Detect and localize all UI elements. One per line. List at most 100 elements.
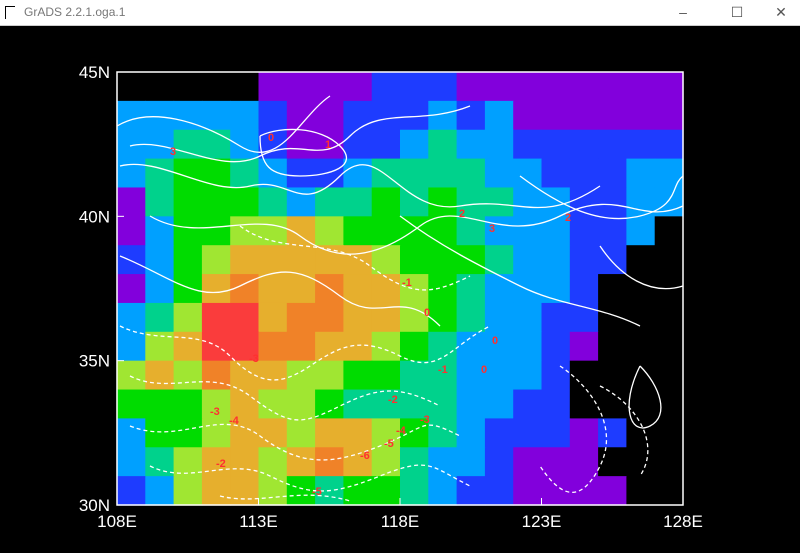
shade-cell	[456, 331, 486, 362]
shade-cell	[371, 100, 401, 131]
shade-cell	[654, 360, 684, 391]
shade-cell	[484, 158, 514, 189]
shade-cell	[117, 100, 146, 131]
shade-cell	[145, 302, 175, 333]
shade-cell	[145, 100, 175, 131]
contour-line-negative	[129, 375, 441, 421]
shade-cell	[513, 72, 543, 102]
shade-cell	[569, 447, 599, 477]
shade-cell	[598, 418, 627, 448]
minimize-button[interactable]: –	[679, 4, 687, 20]
shade-cell	[428, 158, 458, 189]
shade-cell	[343, 100, 373, 131]
shade-cell	[456, 360, 486, 391]
shade-cell	[230, 187, 260, 217]
shade-cell	[428, 245, 458, 275]
contour-line-negative	[129, 423, 461, 461]
shade-cell	[400, 302, 429, 333]
shade-cell	[315, 216, 344, 246]
close-button[interactable]: ✕	[775, 4, 787, 20]
shade-cell	[201, 72, 231, 102]
shade-cell	[513, 447, 543, 477]
shade-cell	[598, 302, 627, 333]
contour-line	[519, 175, 684, 220]
shade-cell	[598, 129, 627, 160]
shade-cell	[569, 274, 599, 304]
shade-cell	[654, 302, 684, 333]
shade-cell	[428, 274, 458, 304]
shade-cell	[456, 476, 486, 506]
contour-label: -3	[210, 406, 220, 418]
shade-cell	[201, 418, 231, 448]
shade-cell	[541, 72, 571, 102]
shade-cell	[343, 129, 373, 160]
shade-cell	[343, 245, 373, 275]
shade-cell	[569, 418, 599, 448]
shade-cell	[541, 100, 571, 131]
shade-cell	[286, 100, 316, 131]
shade-cell	[230, 216, 260, 246]
contour-label: -3	[249, 353, 259, 365]
shade-cell	[343, 158, 373, 189]
lon-tick-label: 113E	[239, 512, 277, 531]
shade-cell	[569, 389, 599, 419]
shade-cell	[541, 245, 571, 275]
contour-line	[599, 245, 684, 290]
shade-cell	[117, 72, 146, 102]
shade-cell	[598, 187, 627, 217]
contour-label: -6	[360, 450, 370, 462]
shade-cell	[484, 360, 514, 391]
shade-cell	[456, 129, 486, 160]
contour-line	[129, 105, 471, 163]
shade-cell	[343, 331, 373, 362]
shade-cell	[654, 129, 684, 160]
shade-cell	[513, 216, 543, 246]
shade-cell	[371, 331, 401, 362]
shade-cell	[371, 129, 401, 160]
shade-cell	[428, 360, 458, 391]
contour-label: 0	[424, 307, 430, 319]
shade-cell	[315, 447, 344, 477]
lat-tick-label: 40N	[79, 207, 110, 226]
shade-cell	[513, 302, 543, 333]
shade-cell	[513, 158, 543, 189]
shade-cell	[371, 447, 401, 477]
app-icon	[5, 6, 15, 19]
shade-cell	[258, 274, 288, 304]
shaded-field	[117, 72, 684, 506]
shade-cell	[230, 245, 260, 275]
maximize-button[interactable]: ☐	[730, 4, 744, 20]
shade-cell	[286, 158, 316, 189]
contour-label: -2	[388, 394, 398, 406]
shade-cell	[513, 245, 543, 275]
lon-tick-label: 128E	[663, 512, 703, 531]
shade-cell	[230, 129, 260, 160]
shade-cell	[654, 216, 684, 246]
shade-cell	[173, 360, 203, 391]
shade-cell	[654, 72, 684, 102]
shade-cell	[173, 129, 203, 160]
shade-cell	[201, 476, 231, 506]
shade-cell	[201, 100, 231, 131]
shade-cell	[428, 302, 458, 333]
shade-cell	[371, 360, 401, 391]
shade-cell	[513, 274, 543, 304]
shade-cell	[173, 216, 203, 246]
shade-cell	[626, 476, 656, 506]
shade-cell	[258, 360, 288, 391]
shade-cell	[286, 72, 316, 102]
shade-cell	[626, 100, 656, 131]
shade-cell	[230, 331, 260, 362]
shade-cell	[569, 129, 599, 160]
shade-cell	[315, 331, 344, 362]
shade-cell	[117, 389, 146, 419]
shade-cell	[173, 418, 203, 448]
shade-cell	[286, 447, 316, 477]
shade-cell	[201, 158, 231, 189]
contour-line-negative	[599, 385, 649, 477]
shade-cell	[230, 158, 260, 189]
shade-cell	[484, 447, 514, 477]
shade-cell	[598, 158, 627, 189]
shade-cell	[598, 331, 627, 362]
shade-cell	[286, 187, 316, 217]
